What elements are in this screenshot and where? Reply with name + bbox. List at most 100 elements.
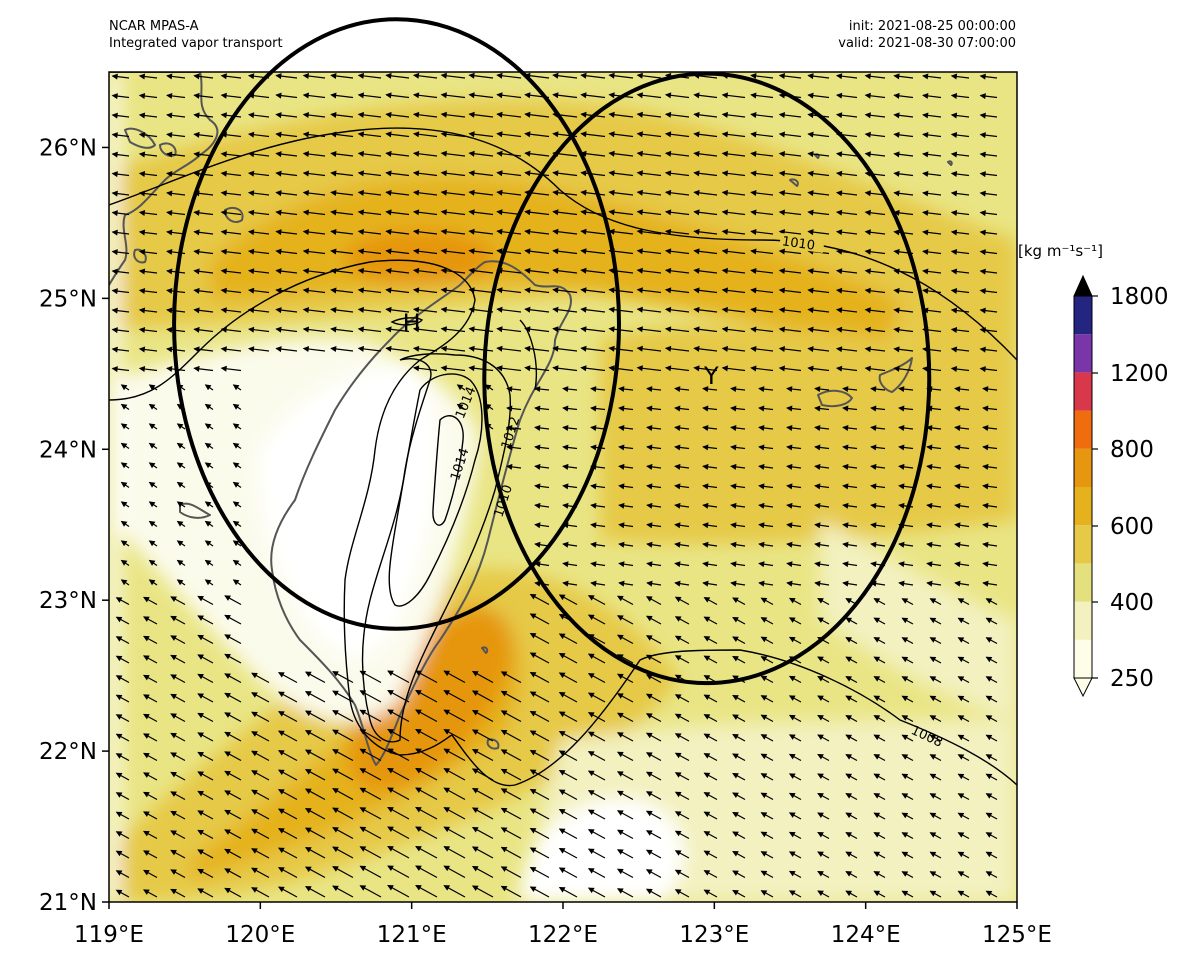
vector-arrow xyxy=(552,345,578,352)
vector-arrow xyxy=(957,754,970,762)
vector-arrow xyxy=(703,772,718,781)
vector-arrow xyxy=(220,112,242,119)
vector-arrow xyxy=(304,691,326,703)
vector-arrow xyxy=(982,522,998,529)
vector-arrow xyxy=(275,151,298,158)
vector-arrow xyxy=(412,131,438,138)
vector-arrow xyxy=(247,170,270,177)
vector-arrow xyxy=(957,637,970,645)
vector-arrow xyxy=(817,695,830,703)
y-tick-label: 22°N xyxy=(39,739,97,765)
vector-arrow xyxy=(138,229,158,236)
vector-arrow xyxy=(277,808,298,820)
vector-arrow xyxy=(842,386,858,393)
vector-arrow xyxy=(330,345,354,352)
vector-arrow xyxy=(922,248,942,255)
vector-arrow xyxy=(898,463,914,470)
vector-arrow xyxy=(929,676,942,684)
vector-arrow xyxy=(232,442,242,449)
vector-arrow xyxy=(730,483,746,490)
vector-arrow xyxy=(845,773,858,781)
vector-arrow xyxy=(786,386,802,393)
vector-arrow xyxy=(608,150,634,157)
vector-arrow xyxy=(412,209,438,216)
vector-arrow xyxy=(750,306,774,313)
vector-arrow xyxy=(954,424,970,431)
vector-arrow xyxy=(524,111,550,118)
vector-arrow xyxy=(835,170,858,177)
vector-arrow xyxy=(197,712,214,723)
vector-arrow xyxy=(646,522,662,529)
vector-arrow xyxy=(979,112,998,119)
vector-arrow xyxy=(220,307,242,314)
vector-arrow xyxy=(415,865,438,879)
vector-arrow xyxy=(204,423,214,430)
vector-arrow xyxy=(385,287,410,294)
vector-arrow xyxy=(148,520,158,527)
vector-arrow xyxy=(304,788,326,801)
vector-arrow xyxy=(115,811,130,820)
vector-arrow xyxy=(616,732,634,742)
isobar-high-center xyxy=(390,317,424,326)
vector-arrow xyxy=(750,267,774,274)
vector-arrow xyxy=(835,287,858,294)
vector-arrow xyxy=(901,832,914,840)
colorbar-swatch xyxy=(1074,296,1092,335)
vector-arrow xyxy=(618,483,634,490)
vector-arrow xyxy=(302,307,326,314)
vector-arrow xyxy=(232,501,242,508)
vector-arrow xyxy=(496,228,522,235)
vector-arrow xyxy=(760,851,774,859)
vector-arrow xyxy=(950,366,970,373)
vector-arrow xyxy=(608,72,634,79)
vector-arrow xyxy=(814,580,830,587)
vector-arrow xyxy=(176,462,186,469)
vector-arrow xyxy=(148,462,158,469)
vector-arrow xyxy=(616,888,634,898)
vector-arrow xyxy=(873,832,886,840)
vector-arrow xyxy=(170,830,186,840)
vector-arrow xyxy=(730,424,746,431)
vector-arrow xyxy=(385,189,410,196)
vector-arrow xyxy=(760,695,774,703)
vector-arrow xyxy=(247,326,270,333)
vector-arrow xyxy=(835,73,858,80)
vector-arrow xyxy=(580,287,606,294)
vector-arrow xyxy=(778,131,802,138)
vector-arrow xyxy=(330,267,354,274)
vector-arrow xyxy=(387,709,410,723)
vector-arrow xyxy=(616,634,634,645)
vector-arrow xyxy=(664,150,690,157)
vector-arrow xyxy=(332,807,354,820)
vector-arrow xyxy=(721,326,746,333)
vector-arrow xyxy=(721,345,746,352)
vector-arrow xyxy=(412,111,438,118)
vector-arrow xyxy=(143,596,158,606)
vector-arrow xyxy=(220,190,242,197)
vector-arrow xyxy=(359,729,382,742)
vector-arrow xyxy=(664,189,690,196)
vector-arrow xyxy=(646,463,662,470)
vector-arrow xyxy=(496,287,522,294)
vector-arrow xyxy=(750,72,774,79)
vector-arrow xyxy=(950,151,970,158)
vector-arrow xyxy=(674,869,690,879)
vector-arrow xyxy=(558,711,578,723)
vector-arrow xyxy=(898,405,914,412)
vector-arrow xyxy=(224,712,242,723)
vector-arrow xyxy=(468,131,494,138)
vector-arrow xyxy=(845,617,858,625)
vector-arrow xyxy=(197,849,214,859)
vector-arrow xyxy=(506,424,522,431)
vector-arrow xyxy=(814,502,830,509)
vector-arrow xyxy=(385,326,410,333)
vector-arrow xyxy=(115,636,130,645)
vector-arrow xyxy=(674,386,690,393)
vector-arrow xyxy=(898,424,914,431)
vector-arrow xyxy=(845,793,858,801)
vector-arrow xyxy=(247,229,270,236)
vector-arrow xyxy=(957,598,970,606)
vector-arrow xyxy=(817,773,830,781)
vector-arrow xyxy=(115,694,130,703)
vector-arrow xyxy=(247,268,270,275)
